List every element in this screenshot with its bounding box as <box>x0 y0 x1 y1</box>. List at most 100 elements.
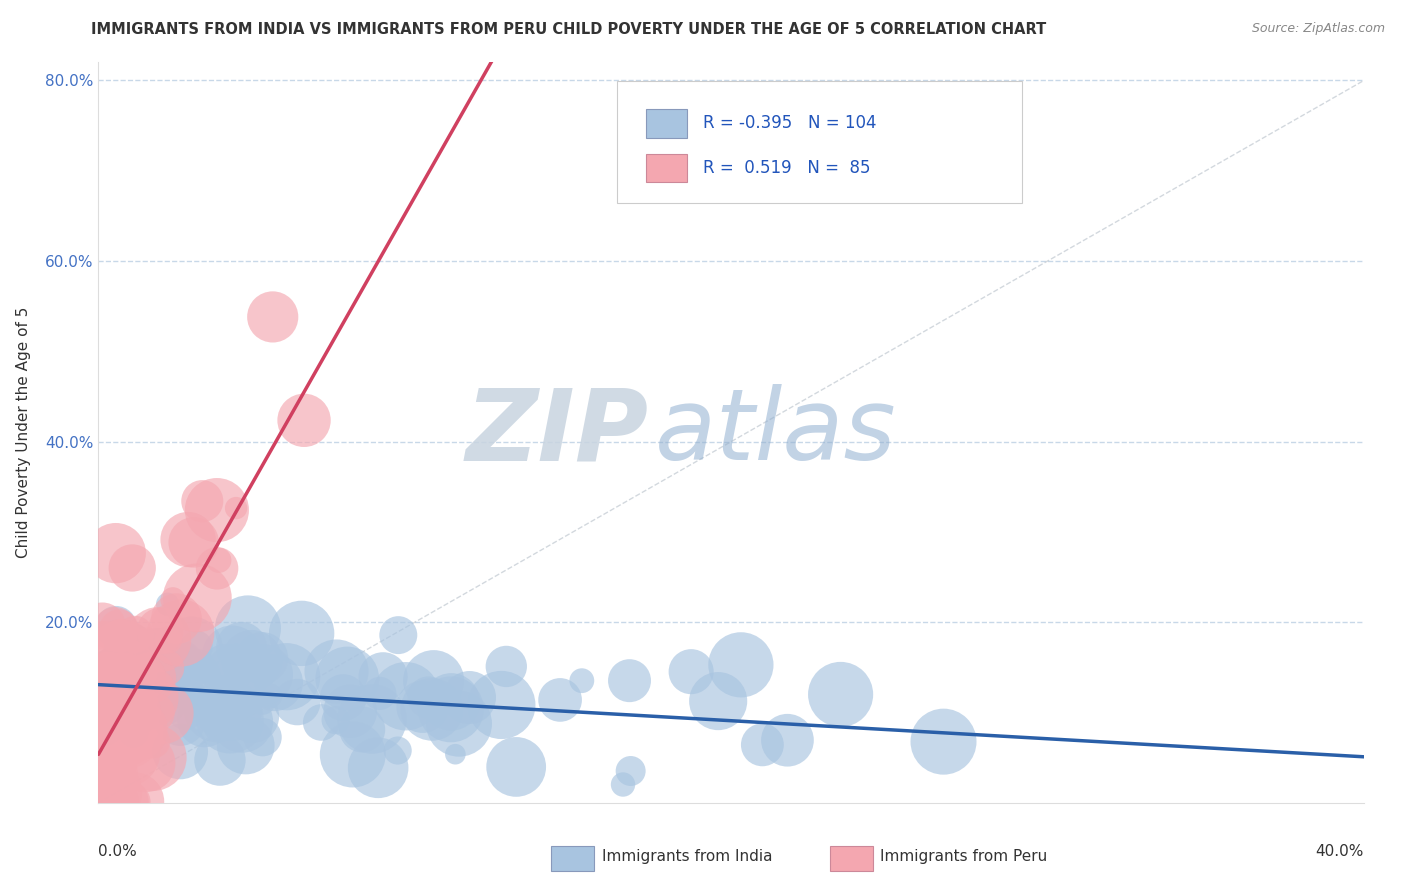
Point <box>169 714 191 728</box>
Text: Immigrants from India: Immigrants from India <box>602 849 772 864</box>
Text: atlas: atlas <box>655 384 897 481</box>
Point <box>205 712 228 726</box>
Point <box>90 719 112 733</box>
Point <box>94 795 117 809</box>
Point <box>97 675 120 690</box>
Point <box>110 629 132 643</box>
Point <box>98 711 121 725</box>
Point <box>97 795 120 809</box>
Point <box>221 704 243 718</box>
Point <box>180 640 202 655</box>
Point <box>190 694 212 708</box>
Point <box>90 751 112 765</box>
Point <box>93 758 115 772</box>
Point <box>93 755 115 769</box>
Point <box>194 713 217 727</box>
Point <box>368 686 391 700</box>
Point <box>117 668 139 682</box>
Point <box>124 627 146 641</box>
Point <box>190 695 212 709</box>
Point <box>104 623 127 637</box>
Point <box>219 713 242 727</box>
Point <box>231 714 253 729</box>
Point <box>91 619 114 633</box>
Point <box>90 769 112 783</box>
Point <box>90 704 112 718</box>
Point <box>336 672 359 686</box>
Point <box>136 693 159 707</box>
Point <box>104 723 127 738</box>
Point <box>215 663 238 677</box>
Point <box>104 677 127 691</box>
Point <box>224 717 246 731</box>
Point <box>122 726 145 740</box>
Point <box>183 535 205 549</box>
Point <box>491 698 513 712</box>
Point <box>352 723 374 737</box>
Point <box>170 651 193 665</box>
Point <box>932 734 955 748</box>
Point <box>101 709 124 723</box>
Point <box>142 750 165 764</box>
Point <box>830 688 852 702</box>
Point <box>97 691 120 706</box>
Point <box>186 591 208 605</box>
Point <box>91 652 114 666</box>
Point <box>221 648 243 663</box>
Point <box>166 658 188 673</box>
Point <box>127 729 149 743</box>
Point <box>159 668 181 682</box>
Text: 0.0%: 0.0% <box>98 844 138 858</box>
Point <box>259 689 281 703</box>
Point <box>730 657 752 672</box>
FancyBboxPatch shape <box>551 846 595 871</box>
Point <box>163 665 186 680</box>
Point <box>135 756 157 770</box>
Point <box>98 746 121 760</box>
Point <box>447 716 470 731</box>
Text: Immigrants from Peru: Immigrants from Peru <box>880 849 1047 864</box>
Point <box>751 738 773 752</box>
Point <box>101 734 124 748</box>
Point <box>104 694 127 708</box>
Point <box>159 665 181 680</box>
Point <box>332 690 354 705</box>
Point <box>112 732 135 747</box>
Point <box>420 702 443 716</box>
Point <box>115 728 138 742</box>
Point <box>149 624 172 639</box>
Point <box>174 706 197 720</box>
Point <box>208 753 231 767</box>
Point <box>122 735 145 749</box>
Point <box>177 533 200 547</box>
Point <box>235 739 257 753</box>
Point <box>121 561 143 575</box>
Text: R = -0.395   N = 104: R = -0.395 N = 104 <box>703 114 877 132</box>
Point <box>138 701 160 715</box>
Point <box>120 659 142 673</box>
Point <box>134 691 156 706</box>
Point <box>186 640 208 654</box>
Point <box>285 695 308 709</box>
Point <box>236 622 259 636</box>
Point <box>127 715 149 730</box>
Point <box>325 713 347 727</box>
Point <box>103 684 125 698</box>
Point <box>440 695 463 709</box>
Point <box>342 747 364 762</box>
Point <box>387 743 409 757</box>
Point <box>166 612 188 626</box>
Point <box>94 795 117 809</box>
Point <box>263 675 285 690</box>
Point <box>495 659 517 673</box>
Point <box>108 622 131 636</box>
Point <box>131 673 153 688</box>
Point <box>612 778 634 792</box>
Point <box>105 620 128 634</box>
Y-axis label: Child Poverty Under the Age of 5: Child Poverty Under the Age of 5 <box>17 307 31 558</box>
Point <box>143 706 166 720</box>
Point <box>142 734 165 748</box>
Point <box>620 764 643 778</box>
Text: ZIP: ZIP <box>465 384 648 481</box>
Point <box>252 696 274 710</box>
